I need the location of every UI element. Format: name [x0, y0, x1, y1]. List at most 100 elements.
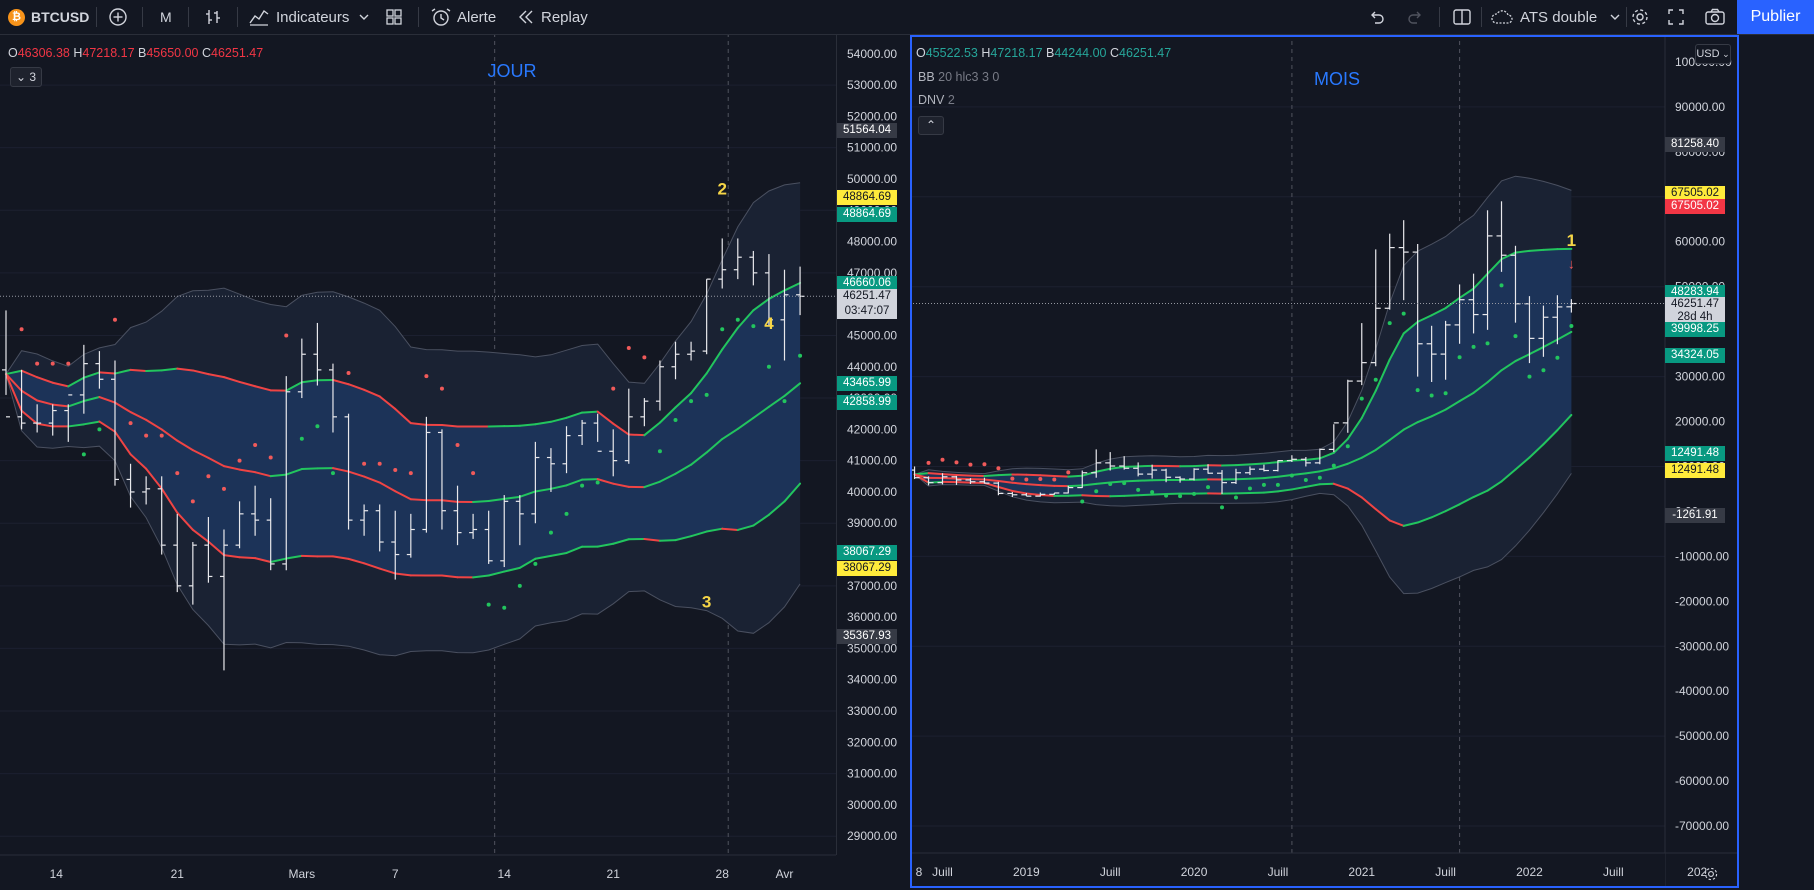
- time-tick-label: 202: [1687, 865, 1707, 879]
- lower-band-line: [347, 557, 366, 565]
- sar-dot: [1024, 477, 1029, 482]
- time-tick-label: 2022: [1516, 865, 1543, 879]
- daily-price-axis[interactable]: 54000.00 53000.00 52000.00 51000.00 50000.00…: [836, 35, 911, 855]
- upper-band-line: [1095, 467, 1112, 473]
- price-tick-label: 50000.00: [1675, 280, 1725, 294]
- layout-name-button[interactable]: ATS double: [1490, 0, 1621, 34]
- upper-band-line: [378, 395, 397, 410]
- sar-dot: [408, 471, 413, 476]
- middle-band-line: [549, 484, 568, 490]
- lower-band-line: [440, 574, 459, 579]
- symbol-selector[interactable]: ₿ BTCUSD: [8, 0, 89, 34]
- annotation-label: 3: [702, 593, 711, 612]
- sar-dot: [517, 583, 522, 588]
- lower-band-line: [363, 562, 381, 570]
- monthly-indicators-collapse[interactable]: ⌃: [918, 116, 944, 135]
- lower-band-line: [518, 557, 537, 569]
- alert-button[interactable]: Alerte: [430, 0, 496, 34]
- sar-dot: [720, 327, 725, 332]
- lower-band-line: [1416, 516, 1433, 524]
- lower-band-line: [176, 511, 194, 531]
- daily-chart-pane[interactable]: JOUR2431421Mars7142128Avr11 O46306.38 H4…: [0, 35, 836, 890]
- middle-band-line: [1332, 462, 1349, 470]
- upper-band-line: [51, 381, 70, 388]
- undo-button[interactable]: [1367, 0, 1387, 34]
- middle-band-line: [145, 418, 163, 431]
- chevron-down-icon: [359, 14, 369, 20]
- time-tick-label: 2019: [1013, 865, 1040, 879]
- screenshot-button[interactable]: [1704, 0, 1726, 34]
- upper-band-line: [596, 410, 615, 425]
- price-tick-label: 70000.00: [1675, 190, 1725, 204]
- time-tick-label: 7: [392, 867, 399, 881]
- upper-band-line: [1542, 248, 1559, 251]
- upper-band-line: [705, 348, 724, 375]
- price-tick-label: 51000.00: [847, 141, 897, 155]
- sar-dot: [299, 436, 304, 441]
- layout-button[interactable]: [1452, 0, 1472, 34]
- time-tick-label: Juill: [1435, 865, 1456, 879]
- daily-close-value: 46251.47: [211, 46, 264, 60]
- lower-band-line: [1123, 494, 1140, 497]
- currency-selector[interactable]: USD ⌄: [1695, 44, 1731, 64]
- axis-settings-button[interactable]: [1699, 862, 1723, 886]
- price-tick-label: 35000.00: [847, 641, 897, 655]
- sar-dot: [1457, 355, 1462, 360]
- lower-band-line: [1290, 485, 1307, 491]
- upper-band-line: [1388, 332, 1405, 361]
- fullscreen-button[interactable]: [1666, 0, 1686, 34]
- time-tick-label: Juill: [932, 865, 953, 879]
- redo-button[interactable]: [1405, 0, 1425, 34]
- upper-band-line: [565, 411, 584, 419]
- price-tick-label: 42000.00: [847, 422, 897, 436]
- sar-dot: [439, 386, 444, 391]
- middle-band-line: [1123, 479, 1140, 483]
- price-tick-label: 37000.00: [847, 579, 897, 593]
- sar-dot: [1010, 476, 1015, 481]
- sar-dot: [175, 471, 180, 476]
- interval-button[interactable]: M: [160, 0, 172, 34]
- alert-icon: [431, 8, 451, 26]
- daily-chart-canvas[interactable]: JOUR2431421Mars7142128Avr11: [0, 35, 836, 890]
- bar-style-button[interactable]: [203, 0, 223, 34]
- settings-button[interactable]: [1630, 0, 1650, 34]
- middle-band-line: [1514, 353, 1531, 363]
- sar-dot: [377, 461, 382, 466]
- replay-button[interactable]: Replay: [516, 0, 588, 34]
- upper-band-line: [1290, 458, 1307, 462]
- lower-band-line: [98, 420, 116, 433]
- sar-dot: [982, 462, 987, 467]
- middle-band-line: [1095, 481, 1112, 485]
- replay-label: Replay: [541, 8, 588, 26]
- middle-band-line: [1039, 484, 1056, 487]
- price-tick-label: 38000.00: [847, 548, 897, 562]
- upper-band-line: [1514, 249, 1531, 254]
- indicators-button[interactable]: Indicateurs: [248, 0, 349, 34]
- sar-dot: [1094, 489, 1099, 494]
- lower-band-line: [1444, 503, 1461, 513]
- price-tick-label: 29000.00: [847, 829, 897, 843]
- upper-band-line: [997, 473, 1014, 477]
- bitcoin-icon: ₿: [8, 8, 25, 26]
- sar-dot: [1066, 470, 1071, 475]
- monthly-chart-canvas[interactable]: MOIS1↓100000.0090000.0080000.0070000.006…: [910, 35, 1739, 888]
- upper-band-line: [1248, 462, 1265, 466]
- sar-dot: [471, 471, 476, 476]
- lower-band-line: [596, 542, 615, 548]
- dnv-indicator-legend[interactable]: DNV 2: [918, 93, 955, 107]
- lower-band-line: [1346, 487, 1363, 499]
- middle-band-line: [20, 389, 39, 402]
- price-tick-label: -50000.00: [1675, 729, 1729, 743]
- daily-indicators-toggle[interactable]: ⌄ 3: [10, 67, 42, 87]
- monthly-chart-pane[interactable]: MOIS1↓100000.0090000.0080000.0070000.006…: [910, 35, 1739, 888]
- daily-open-value: 46306.38: [17, 46, 70, 60]
- templates-button[interactable]: [385, 0, 403, 34]
- compare-button[interactable]: [108, 0, 128, 34]
- sar-dot: [206, 474, 211, 479]
- bb-indicator-legend[interactable]: BB 20 hlc3 3 0: [918, 70, 999, 84]
- middle-band-line: [783, 382, 802, 397]
- publish-button[interactable]: Publier: [1737, 0, 1814, 34]
- lower-band-line: [1151, 493, 1168, 496]
- upper-band-line: [643, 421, 661, 437]
- indicators-dropdown[interactable]: [358, 0, 370, 34]
